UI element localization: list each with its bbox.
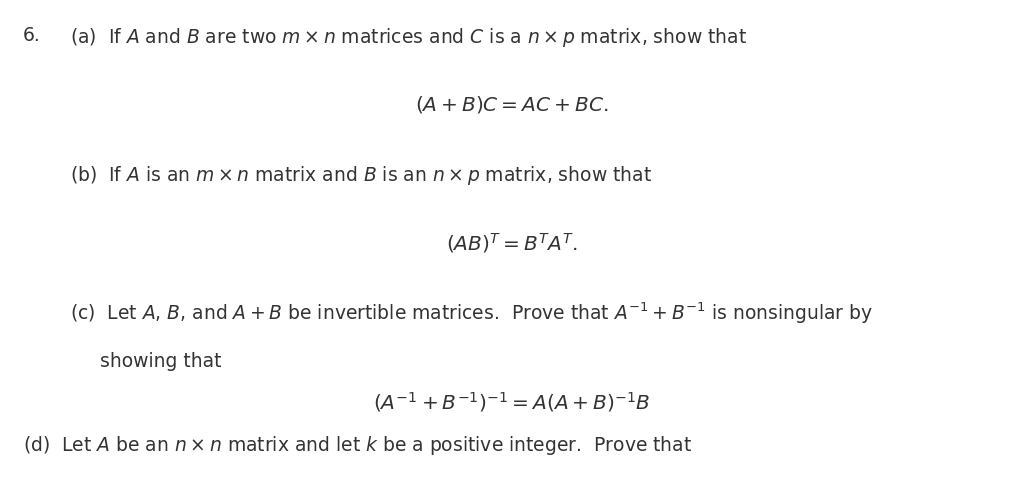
Text: (b)  If $A$ is an $m \times n$ matrix and $B$ is an $n \times p$ matrix, show th: (b) If $A$ is an $m \times n$ matrix and…: [70, 163, 651, 186]
Text: 6.: 6.: [23, 26, 40, 46]
Text: $(A^{-1} + B^{-1})^{-1} = A(A + B)^{-1}B$: $(A^{-1} + B^{-1})^{-1} = A(A + B)^{-1}B…: [374, 389, 650, 413]
Text: (a)  If $A$ and $B$ are two $m \times n$ matrices and $C$ is a $n \times p$ matr: (a) If $A$ and $B$ are two $m \times n$ …: [70, 26, 746, 49]
Text: $(A + B)C = AC + BC.$: $(A + B)C = AC + BC.$: [416, 94, 608, 115]
Text: (c)  Let $A$, $B$, and $A + B$ be invertible matrices.  Prove that $A^{-1} + B^{: (c) Let $A$, $B$, and $A + B$ be inverti…: [70, 300, 872, 325]
Text: (d)  Let $A$ be an $n \times n$ matrix and let $k$ be a positive integer.  Prove: (d) Let $A$ be an $n \times n$ matrix an…: [23, 433, 692, 456]
Text: $(AB)^T = B^T A^T.$: $(AB)^T = B^T A^T.$: [445, 230, 579, 254]
Text: showing that: showing that: [100, 351, 222, 371]
